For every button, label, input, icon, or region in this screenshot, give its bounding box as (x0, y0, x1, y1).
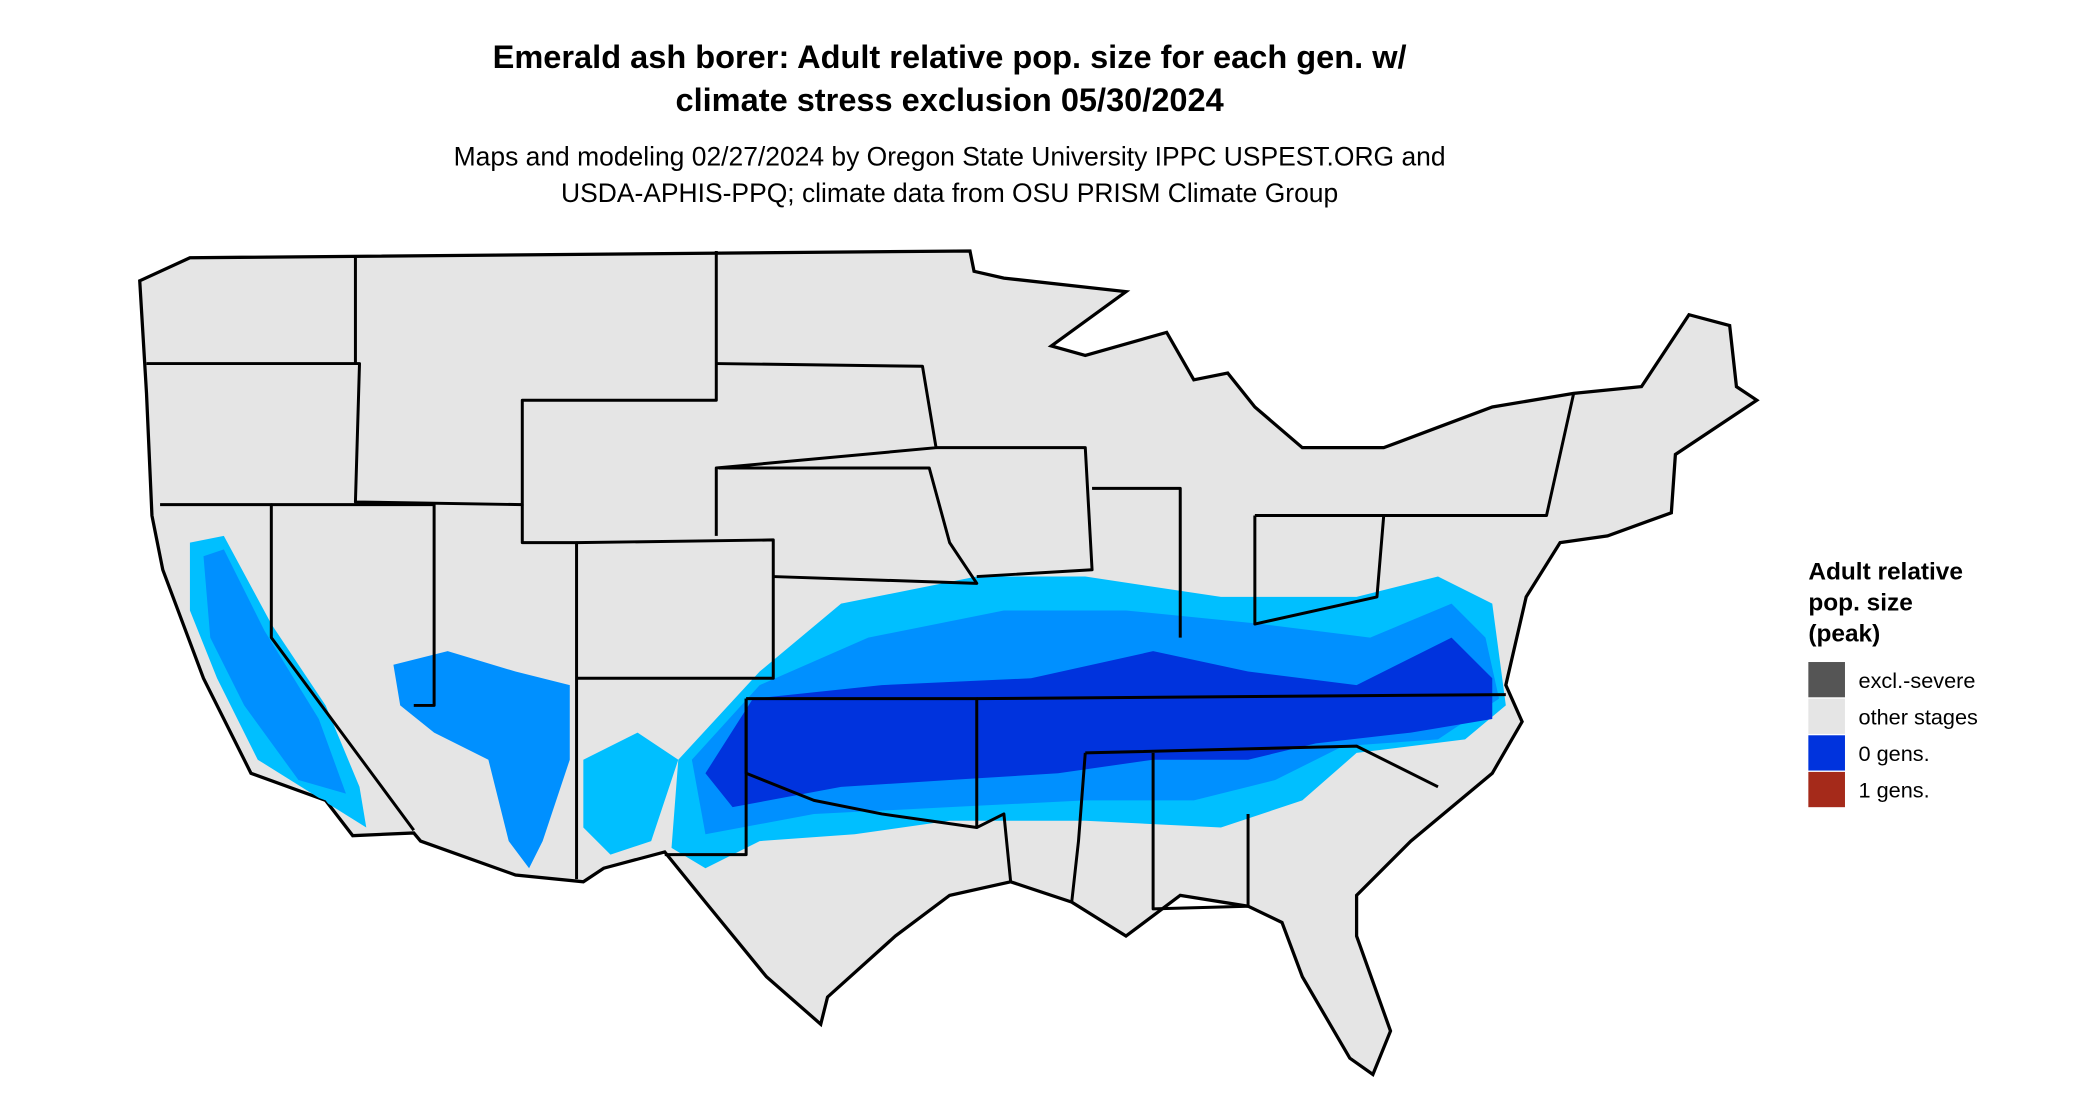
legend-label: other stages (1859, 704, 1979, 729)
legend: Adult relative pop. size (peak) excl.-se… (1808, 558, 1979, 808)
subtitle-line: USDA-APHIS-PPQ; climate data from OSU PR… (561, 178, 1338, 208)
subtitle-line: Maps and modeling 02/27/2024 by Oregon S… (454, 142, 1446, 172)
legend-label: 0 gens. (1859, 741, 1930, 766)
legend-title: (peak) (1808, 621, 1880, 648)
population-shading (189, 535, 1506, 869)
legend-label: excl.-severe (1859, 668, 1976, 693)
legend-swatch (1808, 698, 1845, 734)
us-map (138, 249, 1759, 1077)
legend-label: 1 gens. (1859, 778, 1930, 803)
legend-swatch (1808, 662, 1845, 698)
state-borders (146, 250, 1576, 911)
title-line: climate stress exclusion 05/30/2024 (676, 82, 1224, 118)
legend-title: pop. size (1808, 589, 1912, 616)
title-line: Emerald ash borer: Adult relative pop. s… (493, 39, 1407, 75)
legend-title: Adult relative (1808, 558, 1963, 585)
legend-swatch (1808, 735, 1845, 771)
legend-swatch (1808, 771, 1845, 808)
